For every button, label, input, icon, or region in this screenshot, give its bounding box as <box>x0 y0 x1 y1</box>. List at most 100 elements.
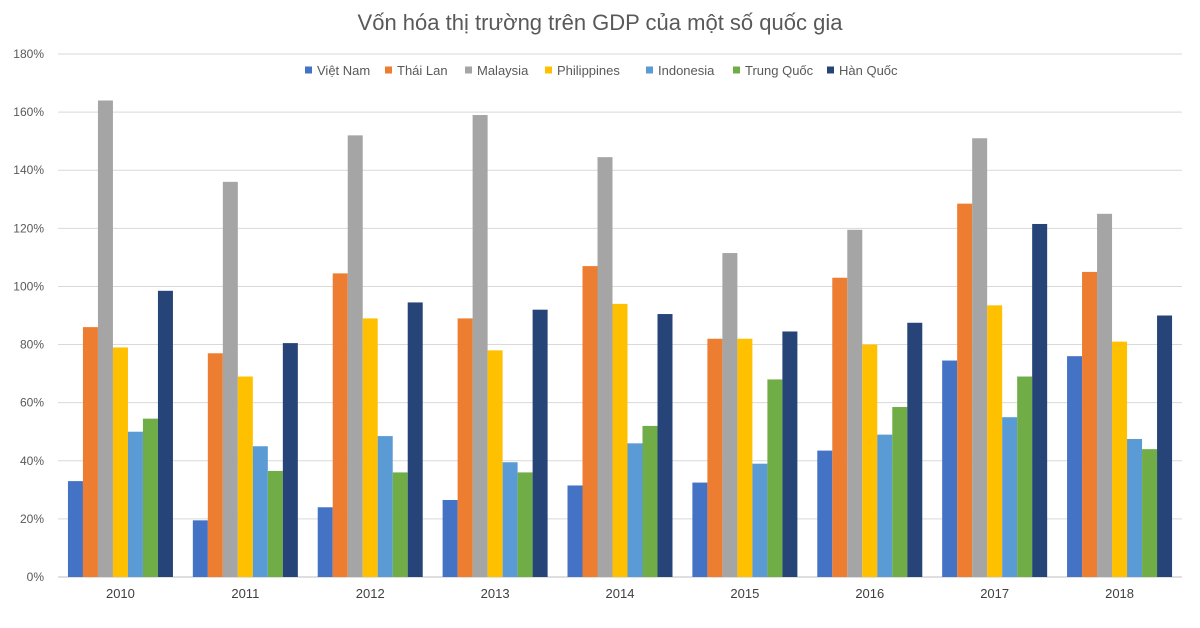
legend-label: Việt Nam <box>317 63 370 78</box>
x-tick-label: 2017 <box>980 586 1009 601</box>
y-tick-label: 120% <box>13 221 44 235</box>
bar-hàn-quốc-2015 <box>782 331 798 577</box>
bar-trung-quốc-2015 <box>767 379 783 577</box>
bar-malaysia-2015 <box>722 253 738 577</box>
bar-indonesia-2016 <box>877 434 893 577</box>
bar-việt-nam-2015 <box>692 482 708 577</box>
legend-item: Thái Lan <box>385 63 448 78</box>
x-tick-label: 2010 <box>106 586 135 601</box>
y-tick-label: 140% <box>13 163 44 177</box>
bar-malaysia-2013 <box>472 115 488 578</box>
legend-item: Trung Quốc <box>733 63 814 78</box>
bar-việt-nam-2013 <box>442 500 458 577</box>
x-tick-label: 2018 <box>1105 586 1134 601</box>
bar-thái-lan-2012 <box>332 273 348 577</box>
bar-thái-lan-2018 <box>1082 271 1098 577</box>
y-tick-label: 0% <box>27 570 45 584</box>
bar-hàn-quốc-2012 <box>407 302 423 577</box>
bar-malaysia-2017 <box>972 138 988 577</box>
x-tick-label: 2011 <box>231 586 259 601</box>
bar-trung-quốc-2013 <box>517 472 533 577</box>
bar-indonesia-2014 <box>627 443 643 577</box>
x-tick-label: 2014 <box>606 586 635 601</box>
bar-thái-lan-2014 <box>582 266 598 577</box>
y-tick-label: 20% <box>20 512 44 526</box>
bar-malaysia-2011 <box>222 181 238 577</box>
bar-việt-nam-2017 <box>942 360 958 577</box>
y-tick-label: 80% <box>20 338 44 352</box>
bar-malaysia-2016 <box>847 229 863 577</box>
legend-label: Trung Quốc <box>745 63 814 78</box>
bar-malaysia-2010 <box>97 100 113 577</box>
legend-label: Hàn Quốc <box>839 63 898 78</box>
legend-item: Malaysia <box>465 63 529 78</box>
bar-philippines-2011 <box>237 376 253 577</box>
x-tick-label: 2015 <box>730 586 759 601</box>
legend-swatch <box>465 66 472 74</box>
y-tick-label: 40% <box>20 454 44 468</box>
legend-item: Indonesia <box>646 63 715 78</box>
legend-label: Indonesia <box>658 63 715 78</box>
y-tick-label: 160% <box>13 105 44 119</box>
legend-label: Malaysia <box>477 63 529 78</box>
legend: Việt Nam Thái Lan Malaysia Philippines Indon… <box>305 63 898 78</box>
x-axis: 2010 2011 2012 2013 2014 2015 2016 2017 2018 <box>106 586 1134 601</box>
bar-thái-lan-2015 <box>707 338 723 577</box>
bar-hàn-quốc-2018 <box>1157 315 1173 577</box>
bar-malaysia-2018 <box>1097 213 1113 578</box>
bar-việt-nam-2012 <box>317 507 333 577</box>
bar-thái-lan-2017 <box>957 203 973 577</box>
bar-philippines-2014 <box>612 303 628 577</box>
bar-trung-quốc-2016 <box>892 407 908 577</box>
bar-việt-nam-2010 <box>67 481 83 577</box>
legend-label: Thái Lan <box>397 63 448 78</box>
legend-item: Việt Nam <box>305 63 370 78</box>
legend-label: Philippines <box>557 63 620 78</box>
bar-hàn-quốc-2014 <box>657 314 673 577</box>
legend-swatch <box>827 66 834 74</box>
bar-philippines-2010 <box>112 347 128 577</box>
bar-philippines-2012 <box>362 318 378 577</box>
bar-indonesia-2017 <box>1002 417 1018 577</box>
bar-thái-lan-2013 <box>457 318 473 577</box>
bar-trung-quốc-2018 <box>1142 449 1158 577</box>
legend-swatch <box>385 66 392 74</box>
bar-trung-quốc-2010 <box>142 418 158 577</box>
bar-indonesia-2015 <box>752 463 768 577</box>
legend-swatch <box>305 66 312 74</box>
legend-item: Hàn Quốc <box>827 63 898 78</box>
bar-indonesia-2013 <box>502 462 518 577</box>
legend-swatch <box>646 66 653 74</box>
bar-philippines-2013 <box>487 350 503 577</box>
legend-swatch <box>733 66 740 74</box>
bar-thái-lan-2011 <box>207 353 223 577</box>
bar-philippines-2017 <box>987 305 1003 577</box>
x-tick-label: 2013 <box>481 586 510 601</box>
bar-trung-quốc-2012 <box>392 472 408 577</box>
bar-việt-nam-2018 <box>1067 356 1083 577</box>
x-tick-label: 2016 <box>855 586 884 601</box>
bar-hàn-quốc-2010 <box>157 290 173 577</box>
bar-hàn-quốc-2017 <box>1032 223 1048 577</box>
legend-item: Philippines <box>545 63 620 78</box>
bar-malaysia-2014 <box>597 157 613 577</box>
y-axis-ticks: 0% 20% 40% 60% 80% 100% 120% 140% 160% 180% <box>13 47 44 584</box>
bar-indonesia-2011 <box>252 446 268 577</box>
bar-malaysia-2012 <box>347 135 363 577</box>
bars <box>67 100 1173 578</box>
x-tick-label: 2012 <box>356 586 385 601</box>
bar-hàn-quốc-2016 <box>907 322 923 577</box>
bar-philippines-2015 <box>737 338 753 577</box>
y-tick-label: 180% <box>13 47 44 61</box>
bar-hàn-quốc-2013 <box>532 309 548 577</box>
bar-thái-lan-2010 <box>82 327 98 577</box>
bar-indonesia-2010 <box>127 431 143 577</box>
bar-hàn-quốc-2011 <box>282 343 298 577</box>
bar-trung-quốc-2011 <box>267 470 283 577</box>
bar-thái-lan-2016 <box>832 277 848 577</box>
bar-philippines-2016 <box>862 344 878 577</box>
y-tick-label: 60% <box>20 396 44 410</box>
bar-việt-nam-2016 <box>817 450 833 577</box>
chart-title: Vốn hóa thị trường trên GDP của một số q… <box>358 10 844 35</box>
